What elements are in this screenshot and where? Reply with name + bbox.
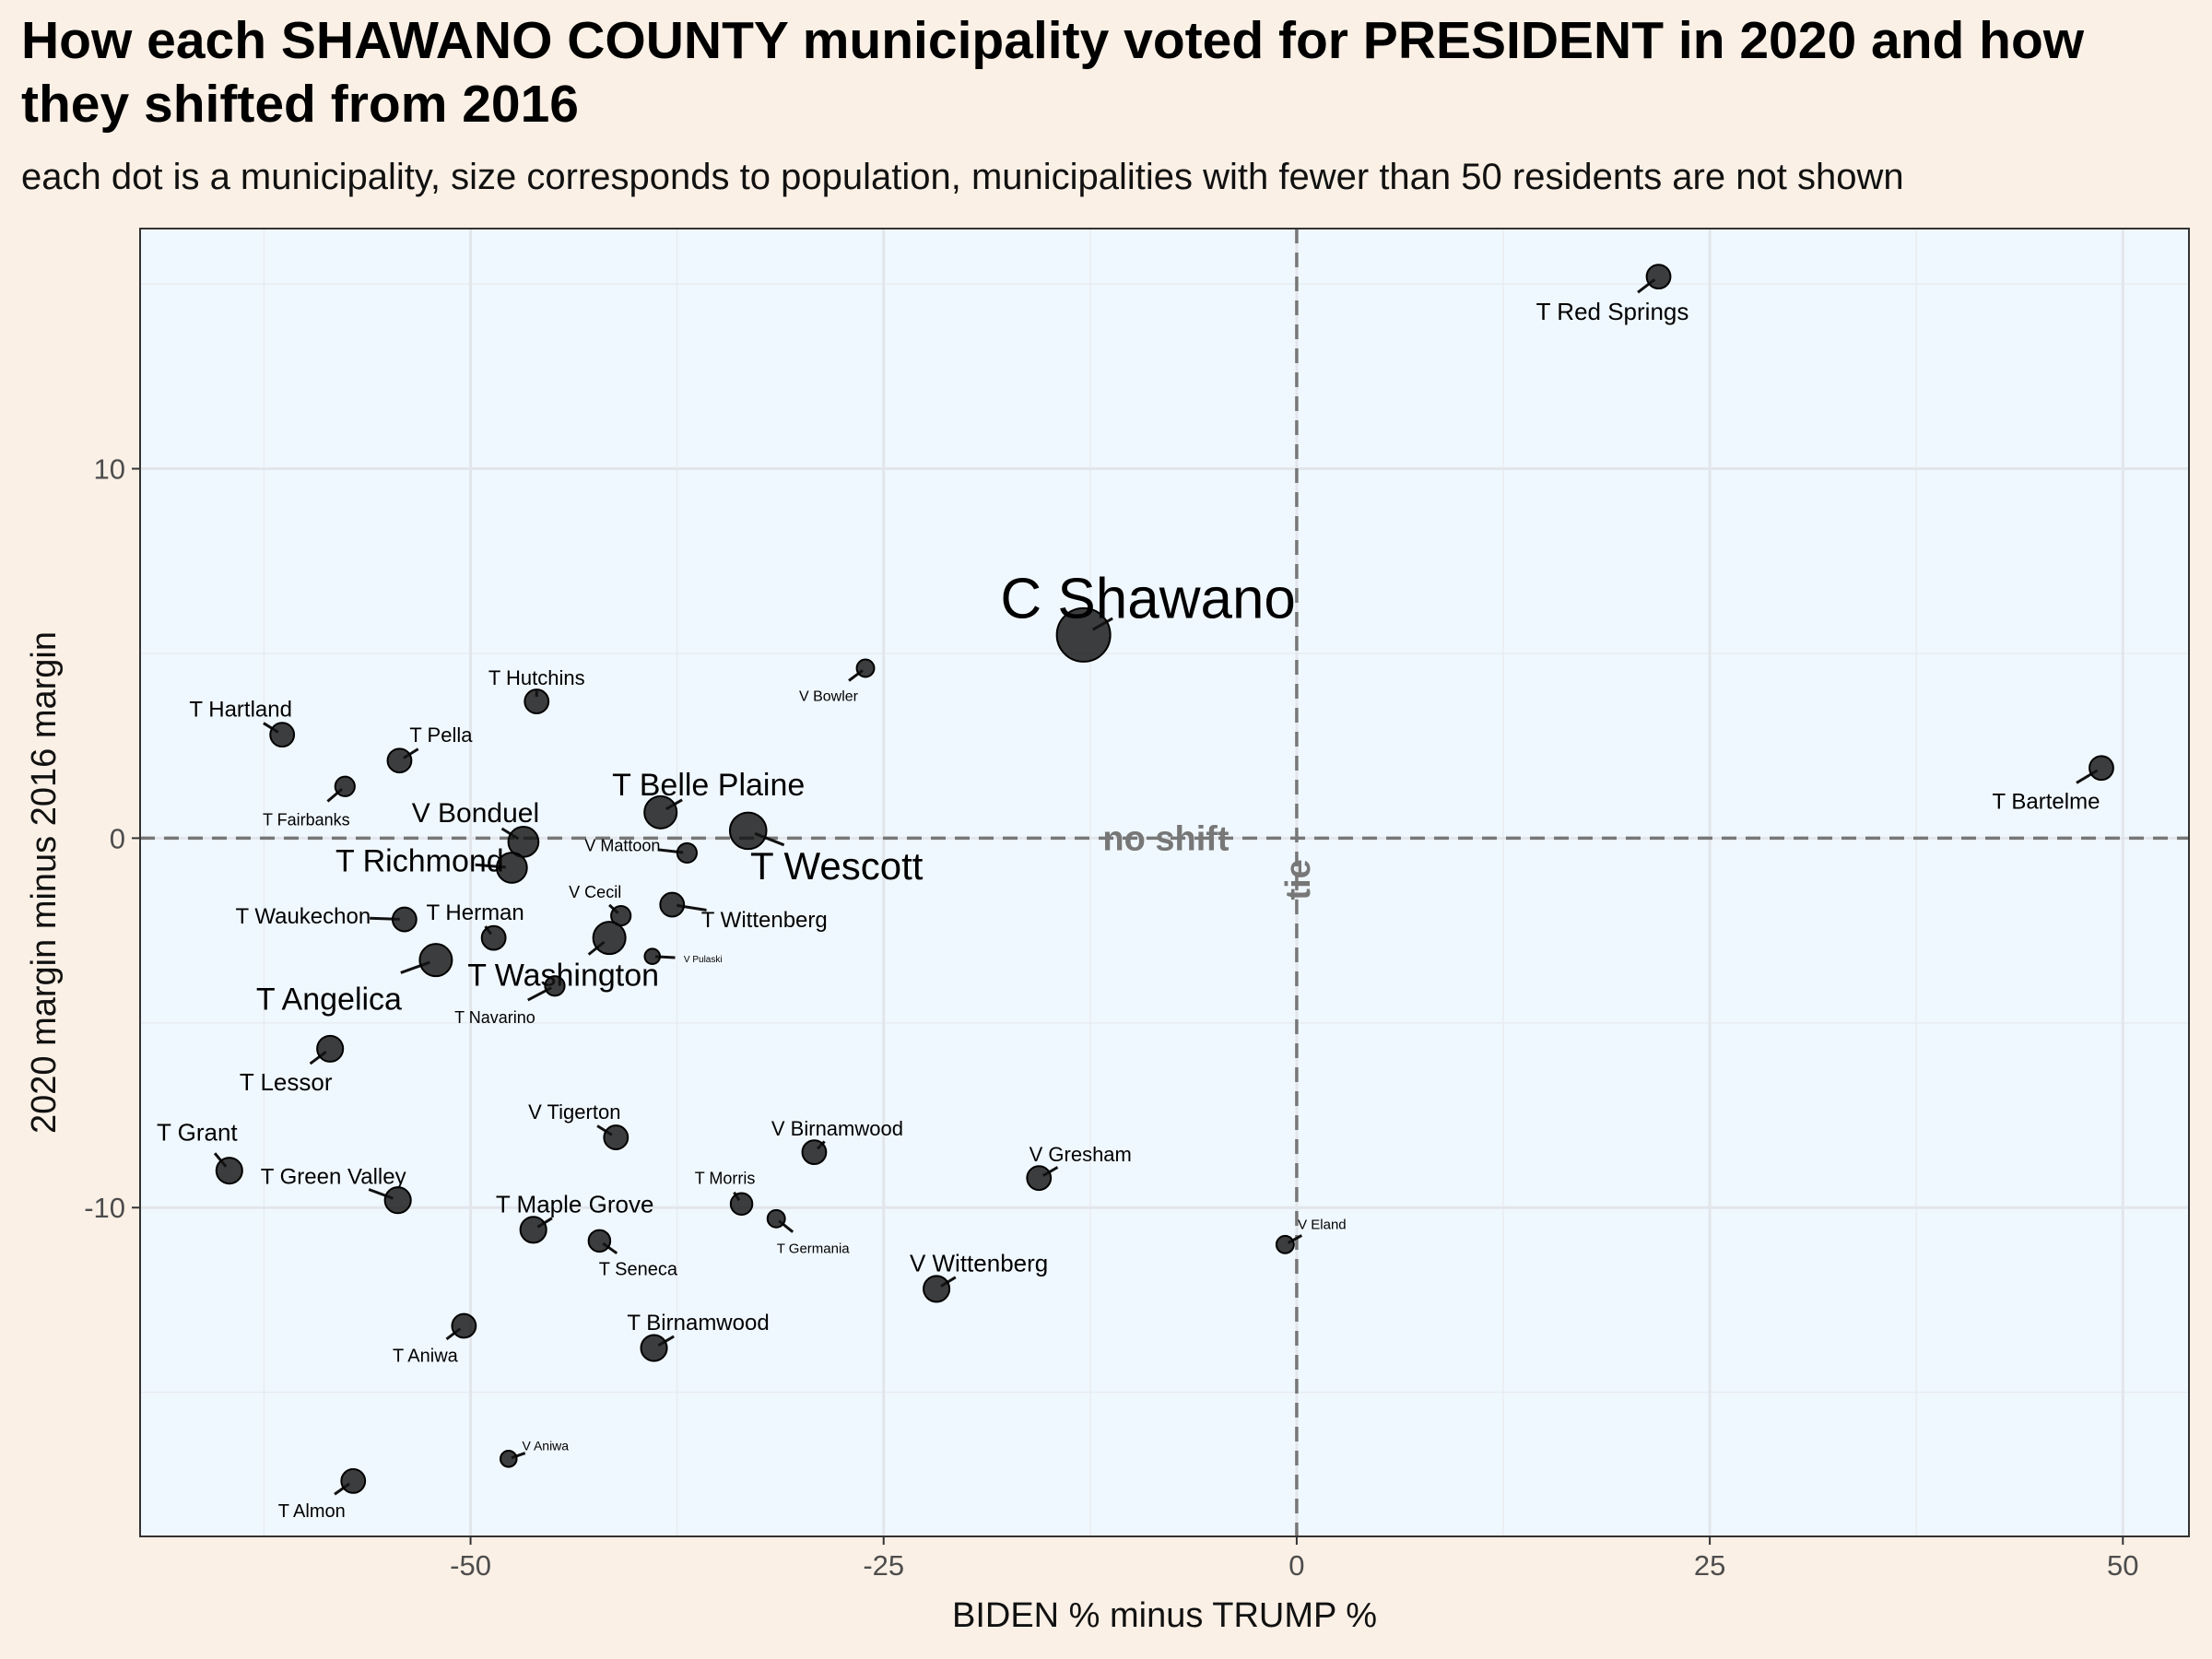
y-axis-title: 2020 margin minus 2016 margin (25, 631, 64, 1134)
data-point (500, 1450, 518, 1468)
point-label: T Fairbanks (263, 811, 350, 830)
point-label: C Shawano (1000, 568, 1296, 631)
data-point (587, 1229, 612, 1253)
point-label: V Bowler (799, 689, 859, 705)
data-point (855, 658, 876, 678)
point-label: T Aniwa (393, 1347, 459, 1367)
data-point (383, 1186, 412, 1215)
point-label: V Pulaski (684, 955, 723, 965)
point-label: V Wittenberg (910, 1250, 1048, 1277)
point-label: T Green Valley (261, 1165, 406, 1190)
data-point (923, 1275, 951, 1303)
data-point (643, 794, 678, 830)
point-label: T Almon (278, 1501, 346, 1522)
data-point (215, 1157, 243, 1185)
data-point (340, 1467, 367, 1494)
data-point (519, 1216, 547, 1244)
data-point (391, 906, 418, 933)
plot-panel (140, 229, 2189, 1536)
point-label: T Herman (427, 900, 524, 925)
point-label: V Cecil (569, 883, 621, 901)
point-label: T Angelica (256, 982, 402, 1018)
point-label: T Wescott (750, 844, 924, 888)
no-shift-label: no shift (1102, 819, 1230, 858)
point-label: V Tigerton (528, 1100, 620, 1124)
point-label: V Bonduel (412, 798, 539, 829)
data-point (316, 1034, 345, 1063)
data-point (766, 1208, 786, 1229)
point-label: T Maple Grove (496, 1190, 653, 1218)
point-label: T Lessor (240, 1068, 333, 1096)
point-label: V Gresham (1030, 1143, 1132, 1166)
point-label: V Aniwa (522, 1439, 569, 1453)
point-label: T Seneca (599, 1259, 678, 1279)
tie-label: tie (1279, 859, 1318, 900)
data-point (480, 924, 507, 951)
point-label: T Morris (695, 1170, 756, 1188)
y-tick-label: -10 (84, 1192, 125, 1224)
data-point (1275, 1234, 1295, 1254)
point-label: V Birnamwood (771, 1117, 903, 1140)
reference-lines: no shift tie (140, 229, 2189, 1536)
point-label: T Richmond (335, 843, 504, 878)
data-point (1055, 606, 1112, 663)
data-point (643, 947, 662, 965)
point-label: T Pella (409, 724, 473, 747)
x-tick-label: -50 (450, 1549, 491, 1582)
point-label: T Navarino (454, 1008, 535, 1027)
data-point (1026, 1165, 1053, 1192)
point-label: T Birnamwood (627, 1311, 769, 1335)
data-point (386, 747, 413, 774)
x-tick-label: 0 (1288, 1549, 1304, 1582)
grid-lines (140, 229, 2189, 1536)
data-point (801, 1139, 828, 1166)
data-point (603, 1124, 629, 1150)
point-label: T Wittenberg (701, 908, 828, 933)
y-tick-label: 0 (110, 822, 125, 854)
data-point (2088, 755, 2114, 782)
chart-subtitle: each dot is a municipality, size corresp… (21, 157, 1904, 197)
point-label: T Germania (777, 1241, 851, 1257)
data-point (728, 811, 768, 851)
x-tick-label: 25 (1694, 1549, 1725, 1582)
data-point (269, 722, 296, 748)
x-tick-label: 50 (2107, 1549, 2138, 1582)
data-point (659, 891, 686, 918)
data-points: T Red Springs C Shawano V Bowler T Hutchins… (157, 264, 2114, 1522)
data-point (676, 841, 698, 865)
data-point (640, 1334, 668, 1362)
data-point (592, 921, 627, 956)
chart-title: How each SHAWANO COUNTY municipality vot… (21, 11, 2085, 134)
y-tick-label: 10 (94, 453, 125, 486)
point-label: T Bartelme (1993, 790, 2100, 815)
x-tick-label: -25 (863, 1549, 904, 1582)
point-label: V Mattoon (584, 837, 660, 855)
panel-border (139, 228, 2190, 1537)
point-label: T Hutchins (488, 666, 585, 689)
data-point (496, 852, 528, 884)
point-label: T Waukechon (235, 904, 371, 929)
data-point (451, 1312, 477, 1339)
data-point (1645, 264, 1672, 290)
data-point (524, 688, 550, 714)
data-point (544, 975, 566, 997)
x-axis-title: BIDEN % minus TRUMP % (952, 1596, 1377, 1635)
data-point (334, 775, 356, 797)
point-label: T Red Springs (1536, 298, 1689, 325)
point-label: T Belle Plaine (612, 768, 805, 803)
data-point (729, 1192, 754, 1216)
point-label: V Eland (1298, 1218, 1347, 1233)
axes: -50 -25 0 25 50 -10 0 10 BIDEN % minus TRUMP % 20… (25, 228, 2190, 1635)
data-point (418, 943, 453, 978)
point-label: T Grant (157, 1118, 238, 1146)
point-label: T Hartland (189, 698, 292, 723)
